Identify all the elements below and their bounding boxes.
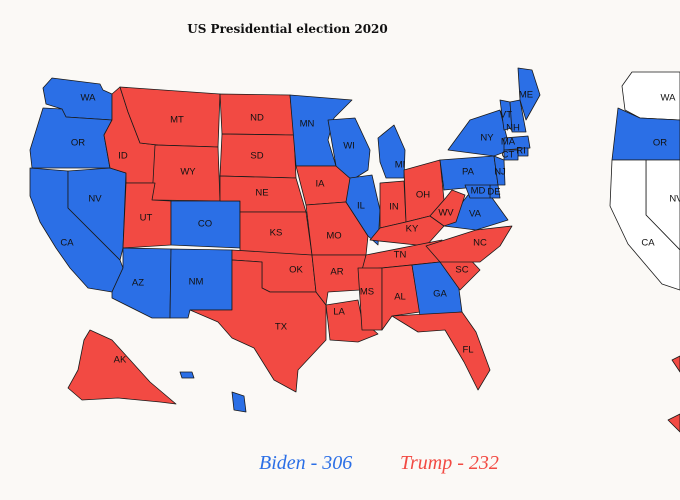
state-label-oh: OH (416, 190, 430, 201)
state-label-nh: NH (506, 123, 520, 134)
state-me[interactable] (517, 67, 541, 121)
state-ct[interactable] (503, 149, 519, 161)
state-label-nc: NC (473, 238, 487, 249)
state-label-fl: FL (462, 345, 473, 356)
state-label-pa: PA (462, 167, 475, 178)
state-al[interactable] (381, 264, 421, 331)
state-label-ca: CA (60, 238, 74, 249)
state-md[interactable] (464, 184, 491, 199)
state-label-wi: WI (343, 141, 355, 152)
state-label-ky: KY (406, 224, 419, 235)
legend-biden: Biden - 306 (259, 452, 353, 474)
state-label-co: CO (198, 219, 212, 230)
state-label-ms: MS (360, 287, 374, 298)
state-label-ak: AK (114, 355, 127, 366)
legend-trump: Trump - 232 (400, 452, 499, 474)
state-label-az: AZ (132, 278, 144, 289)
state-label-al: AL (394, 292, 406, 303)
state-label-ok: OK (289, 265, 303, 276)
state-il[interactable] (345, 174, 381, 246)
state-label-ma: MA (501, 137, 516, 148)
state-label-mi: MI (395, 160, 406, 171)
second-map-label-wa: WA (661, 93, 677, 104)
state-label-or: OR (71, 138, 85, 149)
second-map-partial: WA OR NV CA (609, 71, 680, 433)
state-label-ga: GA (433, 289, 447, 300)
second-map-label-or: OR (653, 138, 667, 149)
state-label-ks: KS (270, 228, 283, 239)
state-label-tx: TX (275, 322, 288, 333)
state-wv[interactable] (429, 189, 466, 227)
state-label-md: MD (471, 186, 486, 197)
second-map-fragment (667, 413, 680, 433)
second-map-label-nv: NV (669, 194, 680, 205)
state-label-ar: AR (330, 267, 343, 278)
state-label-la: LA (333, 307, 345, 318)
state-label-nv: NV (88, 194, 102, 205)
state-tx[interactable] (189, 259, 327, 393)
state-va[interactable] (443, 194, 509, 231)
state-label-va: VA (469, 209, 482, 220)
state-label-wy: WY (180, 167, 196, 178)
state-label-sd: SD (250, 151, 263, 162)
state-label-mt: MT (170, 115, 184, 126)
state-label-id: ID (118, 151, 128, 162)
state-label-wv: WV (438, 208, 454, 219)
state-label-ri: RI (516, 146, 526, 157)
second-map-label-ca: CA (641, 238, 655, 249)
state-label-nj: NJ (494, 167, 506, 178)
state-wi[interactable] (327, 117, 371, 181)
state-label-tn: TN (394, 250, 407, 261)
map-title: US Presidential election 2020 (187, 22, 388, 36)
state-label-ct: CT (502, 150, 515, 161)
state-hi[interactable] (179, 371, 247, 413)
state-label-ia: IA (316, 179, 326, 190)
state-label-me: ME (519, 90, 533, 101)
state-label-vt: VT (500, 110, 512, 121)
state-nj[interactable] (493, 155, 506, 186)
state-ma[interactable] (503, 135, 531, 151)
state-label-de: DE (487, 187, 500, 198)
state-label-il: IL (357, 201, 365, 212)
second-map-fragment (671, 355, 680, 373)
second-map-state-ca (609, 159, 680, 291)
state-la[interactable] (325, 299, 379, 343)
state-label-ne: NE (255, 188, 268, 199)
second-map-state-or (611, 107, 680, 161)
state-mo[interactable] (305, 201, 369, 256)
state-ms[interactable] (357, 267, 383, 331)
state-label-wa: WA (81, 93, 97, 104)
state-ak[interactable] (67, 329, 177, 405)
state-label-nd: ND (250, 113, 264, 124)
state-nh[interactable] (509, 99, 527, 133)
state-fl[interactable] (391, 311, 491, 391)
state-label-ut: UT (140, 213, 153, 224)
state-label-ny: NY (480, 133, 494, 144)
state-label-mo: MO (326, 231, 341, 242)
state-ar[interactable] (311, 254, 367, 306)
state-label-sc: SC (455, 265, 468, 276)
state-label-in: IN (389, 202, 399, 213)
state-label-mn: MN (300, 119, 315, 130)
state-label-nm: NM (189, 277, 204, 288)
